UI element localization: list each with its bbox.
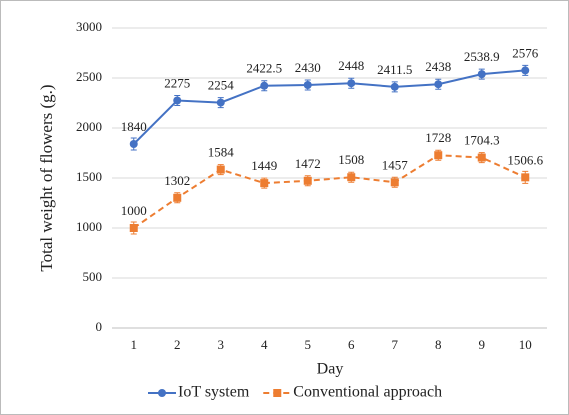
legend-label: Conventional approach <box>293 384 442 401</box>
marker <box>434 80 443 89</box>
x-tick-label: 4 <box>261 337 268 352</box>
x-tick-label: 7 <box>392 337 399 352</box>
marker <box>173 96 182 105</box>
series-line <box>133 154 526 229</box>
data-label: 1508 <box>338 152 364 167</box>
x-tick-label: 10 <box>519 337 532 352</box>
data-label: 2422.5 <box>246 61 282 76</box>
marker <box>260 179 269 188</box>
y-tick-label: 2500 <box>76 69 102 84</box>
y-tick-label: 3000 <box>76 19 102 34</box>
x-tick-label: 6 <box>348 337 355 352</box>
data-label: 1000 <box>121 203 147 218</box>
marker <box>260 81 269 90</box>
x-tick-label: 8 <box>435 337 442 352</box>
y-tick-label: 2000 <box>76 119 102 134</box>
marker <box>390 178 399 187</box>
y-axis-label: Total weight of flowers (g.) <box>37 84 56 271</box>
y-tick-label: 0 <box>96 319 103 334</box>
x-tick-label: 5 <box>305 337 312 352</box>
legend-marker <box>158 389 166 397</box>
legend-label: IoT system <box>178 384 250 401</box>
marker <box>216 98 225 107</box>
marker <box>347 79 356 88</box>
data-label: 2538.9 <box>464 49 500 64</box>
data-label: 1472 <box>295 156 321 171</box>
data-label: 1449 <box>251 158 277 173</box>
data-label: 2438 <box>425 59 451 74</box>
marker <box>129 224 138 232</box>
marker <box>390 82 399 91</box>
legend-marker <box>273 389 282 397</box>
data-label: 1728 <box>425 130 451 145</box>
marker <box>477 153 486 162</box>
marker <box>216 165 225 174</box>
marker <box>477 70 486 79</box>
data-label: 2254 <box>208 78 235 93</box>
marker <box>347 173 356 182</box>
marker <box>129 140 138 148</box>
data-label: 2448 <box>338 58 364 73</box>
marker <box>521 66 530 75</box>
data-label: 1506.6 <box>507 152 543 167</box>
marker <box>303 176 312 185</box>
data-label: 1302 <box>164 173 190 188</box>
data-label: 1584 <box>208 145 235 160</box>
series-line <box>133 69 526 145</box>
y-tick-label: 1500 <box>76 169 102 184</box>
marker <box>434 151 443 160</box>
x-axis-label: Day <box>317 361 344 378</box>
x-tick-label: 9 <box>479 337 486 352</box>
x-tick-label: 1 <box>131 337 138 352</box>
marker <box>173 193 182 202</box>
y-tick-label: 1000 <box>76 219 102 234</box>
data-label: 2411.5 <box>377 62 412 77</box>
marker <box>521 173 530 182</box>
x-tick-label: 3 <box>218 337 225 352</box>
y-tick-label: 500 <box>83 269 103 284</box>
data-label: 1457 <box>382 157 409 172</box>
data-label: 2576 <box>512 45 539 60</box>
data-label: 1704.3 <box>464 133 500 148</box>
marker <box>303 81 312 89</box>
data-label: 2275 <box>164 75 190 90</box>
data-label: 2430 <box>295 60 321 75</box>
x-tick-label: 2 <box>174 337 181 352</box>
data-label: 1840 <box>121 119 147 134</box>
